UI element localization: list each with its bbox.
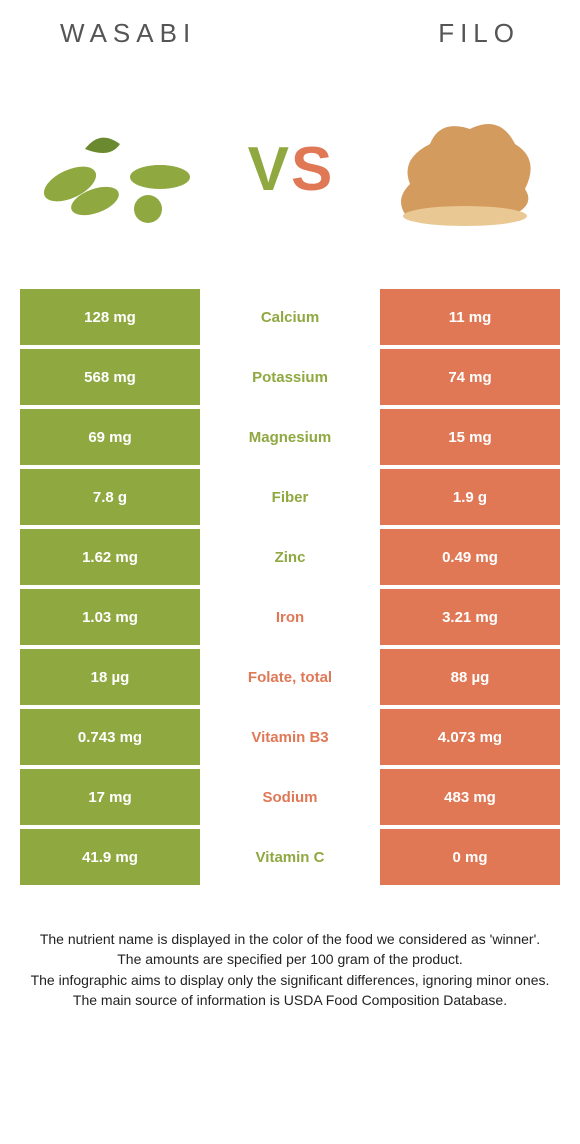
table-row: 41.9 mgVitamin C0 mg — [20, 829, 560, 885]
left-value: 0.743 mg — [20, 709, 200, 765]
vs-v: V — [248, 134, 289, 205]
left-food-title: WASABI — [60, 18, 196, 49]
right-value: 15 mg — [380, 409, 560, 465]
nutrient-label: Iron — [200, 589, 380, 645]
header-titles: WASABI FILO — [0, 0, 580, 49]
footer-line: The amounts are specified per 100 gram o… — [20, 949, 560, 969]
nutrient-label: Vitamin B3 — [200, 709, 380, 765]
table-row: 568 mgPotassium74 mg — [20, 349, 560, 405]
right-value: 4.073 mg — [380, 709, 560, 765]
nutrient-label: Fiber — [200, 469, 380, 525]
table-row: 128 mgCalcium11 mg — [20, 289, 560, 345]
left-value: 41.9 mg — [20, 829, 200, 885]
right-value: 1.9 g — [380, 469, 560, 525]
right-value: 74 mg — [380, 349, 560, 405]
left-value: 18 µg — [20, 649, 200, 705]
left-value: 17 mg — [20, 769, 200, 825]
table-row: 17 mgSodium483 mg — [20, 769, 560, 825]
right-value: 88 µg — [380, 649, 560, 705]
nutrient-label: Folate, total — [200, 649, 380, 705]
wasabi-image — [30, 99, 200, 239]
nutrient-table: 128 mgCalcium11 mg568 mgPotassium74 mg69… — [20, 289, 560, 885]
left-value: 1.62 mg — [20, 529, 200, 585]
right-value: 0 mg — [380, 829, 560, 885]
table-row: 0.743 mgVitamin B34.073 mg — [20, 709, 560, 765]
left-value: 128 mg — [20, 289, 200, 345]
left-value: 7.8 g — [20, 469, 200, 525]
table-row: 1.62 mgZinc0.49 mg — [20, 529, 560, 585]
table-row: 69 mgMagnesium15 mg — [20, 409, 560, 465]
footer-line: The main source of information is USDA F… — [20, 990, 560, 1010]
nutrient-label: Vitamin C — [200, 829, 380, 885]
footer-line: The infographic aims to display only the… — [20, 970, 560, 990]
nutrient-label: Zinc — [200, 529, 380, 585]
right-value: 3.21 mg — [380, 589, 560, 645]
left-value: 568 mg — [20, 349, 200, 405]
table-row: 7.8 gFiber1.9 g — [20, 469, 560, 525]
vs-row: VS — [0, 49, 580, 269]
table-row: 1.03 mgIron3.21 mg — [20, 589, 560, 645]
right-food-title: FILO — [438, 18, 520, 49]
nutrient-label: Sodium — [200, 769, 380, 825]
right-value: 11 mg — [380, 289, 560, 345]
nutrient-label: Magnesium — [200, 409, 380, 465]
nutrient-label: Calcium — [200, 289, 380, 345]
vs-label: VS — [248, 134, 333, 205]
left-value: 69 mg — [20, 409, 200, 465]
table-row: 18 µgFolate, total88 µg — [20, 649, 560, 705]
vs-s: S — [291, 134, 332, 205]
right-value: 0.49 mg — [380, 529, 560, 585]
nutrient-label: Potassium — [200, 349, 380, 405]
footer-line: The nutrient name is displayed in the co… — [20, 929, 560, 949]
filo-image — [380, 99, 550, 239]
footer-notes: The nutrient name is displayed in the co… — [0, 889, 580, 1010]
left-value: 1.03 mg — [20, 589, 200, 645]
right-value: 483 mg — [380, 769, 560, 825]
